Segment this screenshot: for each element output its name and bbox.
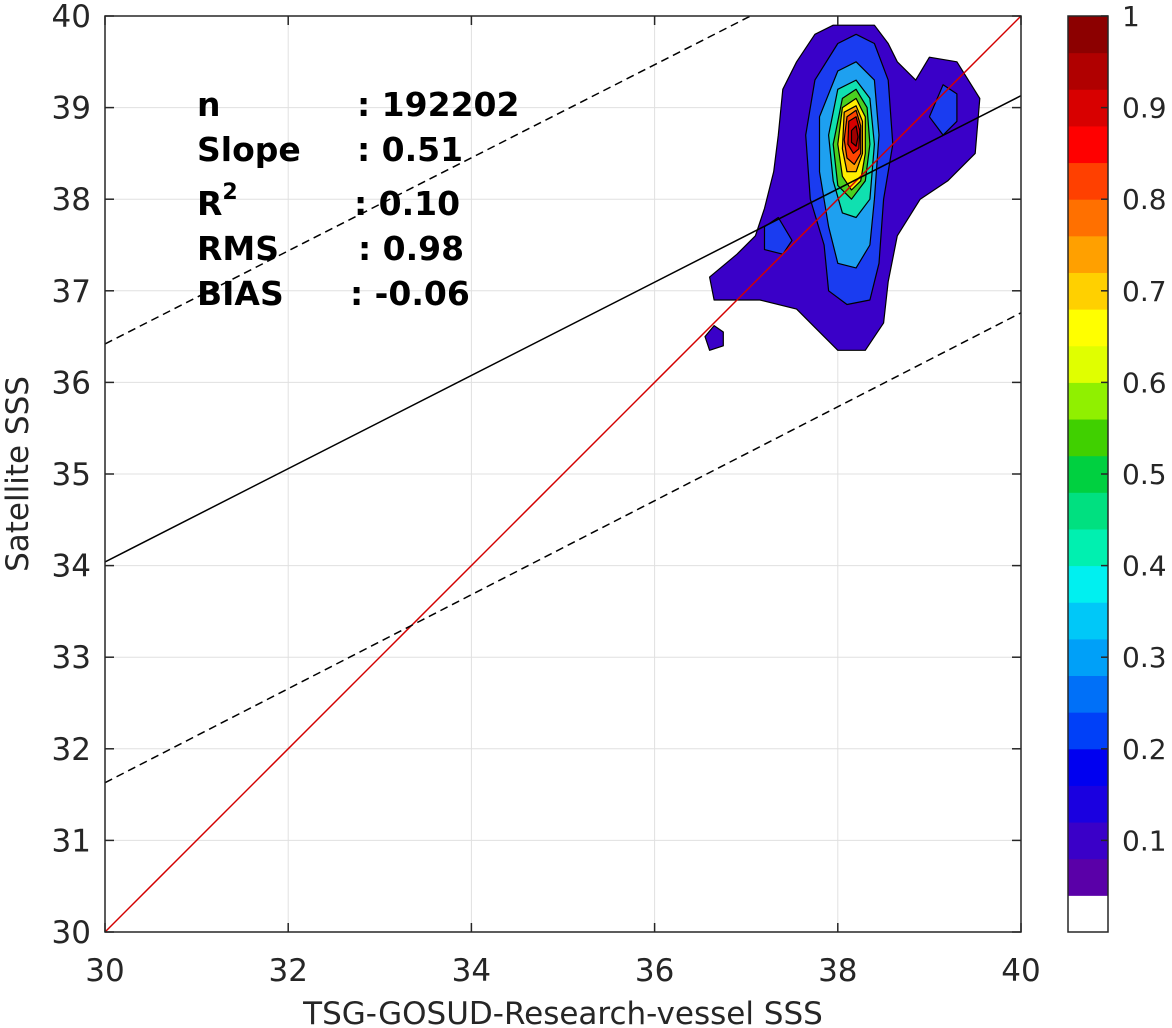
colorbar-tick-label: 1 (1122, 0, 1140, 33)
colorbar-segment (1068, 895, 1108, 933)
x-tick-label: 32 (268, 953, 307, 989)
stat-bias-value: : -0.06 (350, 274, 470, 313)
stat-r2-label: R (197, 184, 222, 223)
colorbar-segment (1068, 858, 1108, 896)
colorbar-tick-label: 0.7 (1122, 275, 1167, 308)
stat-r2-value: : 0.10 (354, 184, 460, 223)
confidence-line (105, 312, 1021, 784)
y-tick-label: 35 (52, 457, 91, 493)
colorbar-segment (1068, 235, 1108, 273)
colorbar-tick-label: 0.6 (1122, 366, 1167, 399)
colorbar-segment (1068, 419, 1108, 457)
colorbar-segment (1068, 785, 1108, 823)
stat-n-value: : 192202 (357, 85, 519, 124)
y-tick-label: 30 (52, 915, 91, 951)
y-ticks: 30 31 32 33 34 35 36 37 38 39 40 (52, 0, 1021, 951)
x-tick-label: 34 (452, 953, 491, 989)
colorbar-segment (1068, 162, 1108, 200)
stats-box: n : 192202 Slope : 0.51 R2 : 0.10 RMS : … (197, 85, 519, 313)
y-axis-label: Satellite SSS (0, 376, 36, 572)
y-tick-label: 32 (52, 732, 91, 768)
colorbar-tick-label: 0.1 (1122, 824, 1167, 857)
colorbar-segment (1068, 492, 1108, 530)
regression-line (105, 95, 1021, 563)
y-tick-label: 36 (52, 365, 91, 401)
contour-level-0.15 (763, 216, 793, 255)
x-tick-label: 38 (818, 953, 857, 989)
y-tick-label: 39 (52, 91, 91, 127)
grid-lines (104, 15, 1022, 933)
colorbar-segment (1068, 345, 1108, 383)
y-tick-label: 40 (52, 0, 91, 35)
colorbar-tick-label: 0.3 (1122, 641, 1167, 674)
colorbar-segment (1068, 675, 1108, 713)
colorbar-segment (1068, 712, 1108, 750)
stat-r2-sup: 2 (222, 180, 237, 205)
y-tick-label: 37 (52, 274, 91, 310)
svg-text:R2: R2 (197, 180, 238, 223)
contour-level-0.15 (928, 84, 958, 136)
x-axis-label: TSG-GOSUD-Research-vessel SSS (302, 996, 823, 1028)
colorbar-segment (1068, 16, 1108, 54)
contour-level-0.95 (850, 125, 859, 147)
colorbar (1068, 16, 1108, 933)
colorbar-segment (1068, 602, 1108, 640)
colorbar-tick-label: 0.9 (1122, 92, 1167, 125)
colorbar-ticks: 0.1 0.2 0.3 0.4 0.5 0.6 0.7 0.8 0.9 1 (1101, 0, 1167, 857)
stat-rms-label: RMS (197, 229, 279, 268)
colorbar-segment (1068, 565, 1108, 603)
colorbar-segment (1068, 382, 1108, 420)
x-ticks: 30 32 34 36 38 40 (85, 16, 1041, 989)
colorbar-segment (1068, 528, 1108, 567)
colorbar-tick-label: 0.5 (1122, 458, 1167, 491)
y-tick-label: 33 (52, 640, 91, 676)
stat-slope-value: : 0.51 (357, 130, 463, 169)
colorbar-segment (1068, 199, 1108, 237)
colorbar-tick-label: 0.4 (1122, 550, 1167, 583)
colorbar-tick-label: 0.8 (1122, 183, 1167, 216)
colorbar-tick-label: 0.2 (1122, 733, 1167, 766)
x-tick-label: 36 (635, 953, 674, 989)
stat-n-label: n (197, 85, 221, 124)
colorbar-segment (1068, 309, 1108, 347)
y-tick-label: 38 (52, 182, 91, 218)
x-tick-label: 40 (1001, 953, 1040, 989)
contour-level-0.05 (704, 325, 724, 351)
y-tick-label: 34 (52, 549, 91, 585)
confidence-line (105, 16, 753, 345)
y-tick-label: 31 (52, 823, 91, 859)
colorbar-segment (1068, 125, 1108, 164)
one-to-one-line (105, 16, 1021, 932)
x-tick-label: 30 (85, 953, 124, 989)
regression-lines (105, 16, 1021, 932)
density-contours (704, 24, 981, 351)
stat-bias-label: BIAS (197, 274, 284, 313)
colorbar-segment (1068, 52, 1108, 90)
colorbar-segment (1068, 748, 1108, 786)
stat-rms-value: : 0.98 (358, 229, 464, 268)
stat-slope-label: Slope (197, 130, 301, 169)
